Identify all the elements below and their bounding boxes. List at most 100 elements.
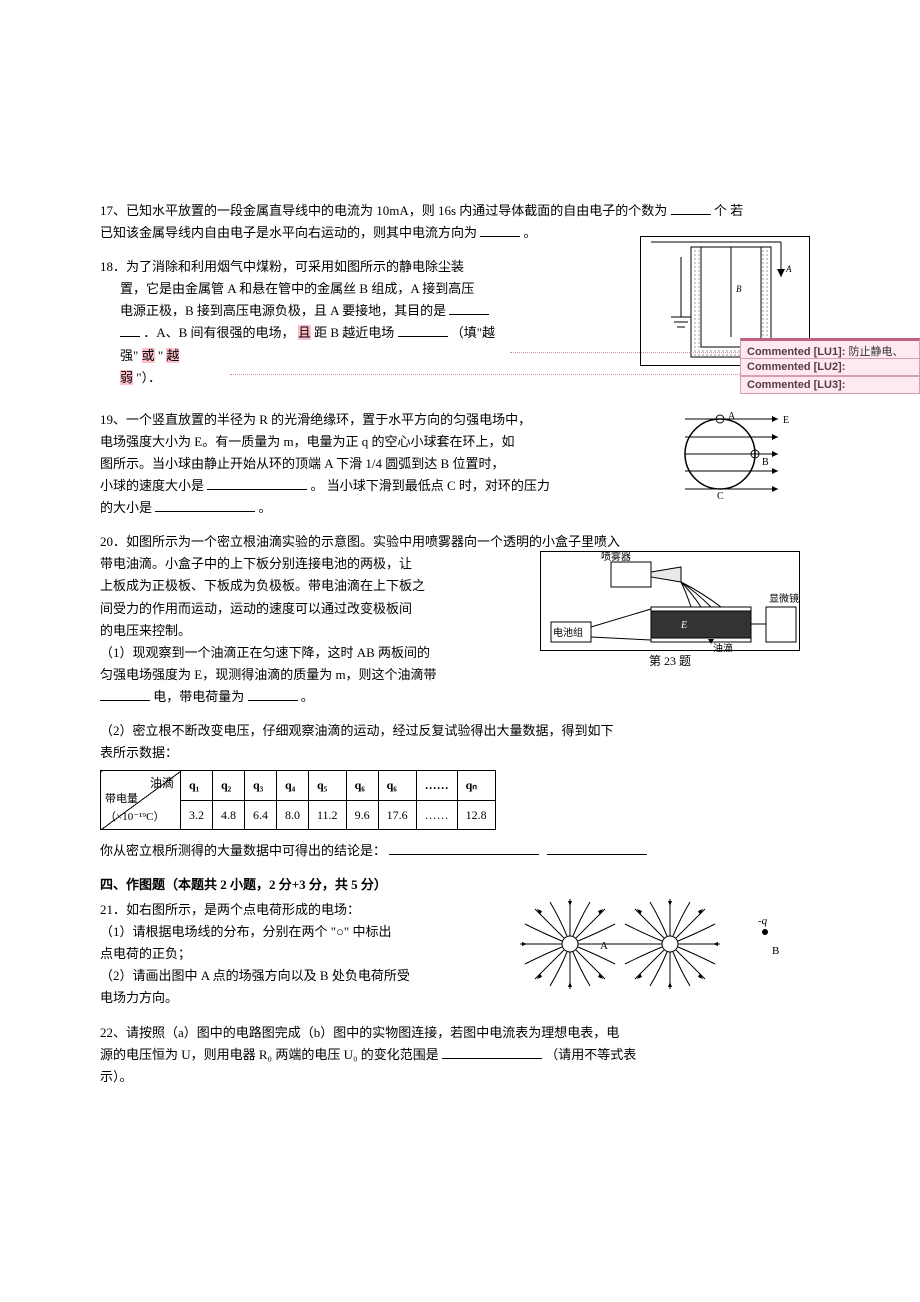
q19-l4b: 。 当小球下滑到最低点 C 时，对环的压力 — [311, 478, 550, 493]
th-9: qₙ — [457, 771, 495, 800]
q19-l1: 19、一个竖直放置的半径为 R 的光滑绝缘环，置于水平方向的匀强电场中， — [100, 412, 531, 427]
svg-text:E: E — [783, 415, 789, 426]
q20-figure: 喷雾器 E 油滴 电池组 显微镜 — [540, 551, 800, 671]
td-3: 6.4 — [245, 800, 277, 829]
q22-l2a: 源的电压恒为 U，则用电器 R₀ 两端的电压 U₀ 的变化范围是 — [100, 1047, 439, 1062]
q18-l5b: "）． — [136, 370, 161, 385]
q17-blank-2[interactable] — [480, 223, 520, 237]
table-header-row: 油滴 带电量 （×10⁻¹⁹C） q₁ q₂ q₃ q₄ q₅ q₆ q₆ ……… — [101, 771, 496, 800]
svg-text:C: C — [717, 491, 724, 499]
q20-l3: 上板成为正极板、下板成为负极板。带电油滴在上下板之 — [100, 578, 425, 593]
q19-figure: A E B C — [670, 409, 800, 499]
question-19: 19、一个竖直放置的半径为 R 的光滑绝缘环，置于水平方向的匀强电场中， 电场强… — [100, 409, 750, 519]
question-22: 22、请按照（a）图中的电路图完成（b）图中的实物图连接，若图中电流表为理想电表… — [100, 1022, 750, 1088]
td-9: 12.8 — [457, 800, 495, 829]
svg-text:A: A — [728, 411, 736, 422]
diag-bottom-2: （×10⁻¹⁹C） — [105, 811, 164, 823]
svg-text:油滴: 油滴 — [713, 642, 733, 652]
th-3: q₃ — [245, 771, 277, 800]
q22-l3: 示）。 — [100, 1069, 133, 1084]
svg-text:显微镜: 显微镜 — [769, 592, 799, 605]
svg-text:喷雾器: 喷雾器 — [601, 552, 631, 563]
q20-part2a: （2）密立根不断改变电压，仔细观察油滴的运动，经过反复试验得出大量数据，得到如下 — [100, 723, 614, 738]
q20-l8a: 电，带电荷量为 — [153, 689, 244, 704]
th-2: q₂ — [213, 771, 245, 800]
svg-text:B: B — [772, 945, 779, 957]
comment-3-label: Commented [LU3]: — [747, 379, 845, 391]
comment-2-label: Commented [LU2]: — [747, 361, 845, 373]
td-1: 3.2 — [181, 800, 213, 829]
q20-l6: （1）现观察到一个油滴正在匀速下降，这时 AB 两板间的 — [100, 645, 430, 660]
q19-blank-1[interactable] — [207, 476, 307, 490]
q20-blank-2[interactable] — [248, 687, 298, 701]
question-21: 21．如右图所示，是两个点电荷形成的电场： （1）请根据电场线的分布，分别在两个… — [100, 899, 750, 1009]
q18-l1: 18．为了消除和利用烟气中煤粉，可采用如图所示的静电除尘装 — [100, 256, 500, 278]
section-4-title: 四、作图题（本题共 2 小题，2 分+3 分，共 5 分） — [100, 874, 750, 893]
svg-text:B: B — [736, 284, 742, 294]
q18-hl-1: 且 — [298, 325, 311, 340]
q17-text-c: 。 — [524, 225, 537, 240]
q22-l1: 22、请按照（a）图中的电路图完成（b）图中的实物图连接，若图中电流表为理想电表… — [100, 1025, 619, 1040]
q22-l2b: （请用不等式表 — [545, 1047, 636, 1062]
comment-2: Commented [LU2]: — [740, 358, 920, 376]
q18-l3: 电源正极，B 接到高压电源负极，且 A 要接地，其目的是 — [120, 303, 446, 318]
svg-text:B: B — [762, 457, 769, 468]
q20-l4: 间受力的作用而运动，运动的速度可以通过改变极板间 — [100, 601, 412, 616]
q20-fig-caption: 第 23 题 — [540, 651, 800, 671]
q18-hl-3: 越 — [166, 348, 179, 363]
th-5: q₅ — [309, 771, 347, 800]
q18-hl-2: 或 — [142, 348, 155, 363]
td-8: …… — [416, 800, 457, 829]
q21-l1: 21．如右图所示，是两个点电荷形成的电场： — [100, 902, 360, 917]
q21-l3: 点电荷的正负； — [100, 946, 191, 961]
q18-l4c: 距 B 越近电场 — [314, 325, 394, 340]
q20-l5: 的电压来控制。 — [100, 623, 191, 638]
q18-blank-1b[interactable] — [120, 323, 140, 337]
th-8: …… — [416, 771, 457, 800]
q18-blank-2[interactable] — [398, 323, 448, 337]
q18-l4a: ．A、B 间有很强的电场， — [143, 325, 294, 340]
q19-l4a: 小球的速度大小是 — [100, 478, 204, 493]
q17-blank-1[interactable] — [671, 201, 711, 215]
question-20: 20．如图所示为一个密立根油滴实验的示意图。实验中用喷雾器向一个透明的小盒子里喷… — [100, 531, 750, 862]
q20-l1: 20．如图所示为一个密立根油滴实验的示意图。实验中用喷雾器向一个透明的小盒子里喷… — [100, 534, 620, 549]
q20-data-table: 油滴 带电量 （×10⁻¹⁹C） q₁ q₂ q₃ q₄ q₅ q₆ q₆ ……… — [100, 770, 496, 830]
q21-l4: （2）请画出图中 A 点的场强方向以及 B 处负电荷所受 — [100, 968, 410, 983]
q19-l5: 的大小是 — [100, 500, 152, 515]
q18-l2: 置，它是由金属管 A 和悬在管中的金属丝 B 组成，A 接到高压 — [120, 281, 474, 296]
td-4: 8.0 — [277, 800, 309, 829]
svg-text:A: A — [600, 940, 608, 952]
q20-l2: 带电油滴。小盒子中的上下板分别连接电池的两极，让 — [100, 556, 412, 571]
q19-blank-2[interactable] — [155, 498, 255, 512]
comment-1-label: Commented [LU1]: — [747, 346, 845, 358]
td-5: 11.2 — [309, 800, 347, 829]
q21-figure: A -q — [510, 894, 790, 994]
q18-blank-1[interactable] — [449, 301, 489, 315]
th-4: q₄ — [277, 771, 309, 800]
svg-text:-q: -q — [758, 915, 768, 927]
svg-text:电池组: 电池组 — [553, 626, 583, 639]
q20-blank-1[interactable] — [100, 687, 150, 701]
q17-text-a: 17、已知水平放置的一段金属直导线中的电流为 10mA，则 16s 内通过导体截… — [100, 203, 667, 218]
q19-l3: 图所示。当小球由静止开始从环的顶端 A 下滑 1/4 圆弧到达 B 位置时， — [100, 456, 504, 471]
td-2: 4.8 — [213, 800, 245, 829]
q21-l2: （1）请根据电场线的分布，分别在两个 "○" 中标出 — [100, 924, 391, 939]
comment-3: Commented [LU3]: — [740, 376, 920, 394]
th-7: q₆ — [378, 771, 416, 800]
q21-l5: 电场力方向。 — [100, 990, 178, 1005]
q20-blank-4[interactable] — [547, 841, 647, 855]
th-6: q₆ — [346, 771, 378, 800]
q19-l2: 电场强度大小为 E。有一质量为 m，电量为正 q 的空心小球套在环上，如 — [100, 434, 515, 449]
q20-conclusion: 你从密立根所测得的大量数据中可得出的结论是： — [100, 843, 386, 858]
q22-blank-1[interactable] — [442, 1045, 542, 1059]
th-1: q₁ — [181, 771, 213, 800]
question-18: 18．为了消除和利用烟气中煤粉，可采用如图所示的静电除尘装 置，它是由金属管 A… — [100, 256, 750, 389]
q20-l8b: 。 — [301, 689, 314, 704]
svg-text:A: A — [785, 264, 792, 274]
q20-part2b: 表所示数据： — [100, 745, 178, 760]
q19-l5b: 。 — [259, 500, 272, 515]
q20-blank-3[interactable] — [389, 841, 539, 855]
q20-l7: 匀强电场强度为 E，现测得油滴的质量为 m，则这个油滴带 — [100, 667, 437, 682]
q18-l4f: " — [158, 348, 163, 363]
td-6: 9.6 — [346, 800, 378, 829]
